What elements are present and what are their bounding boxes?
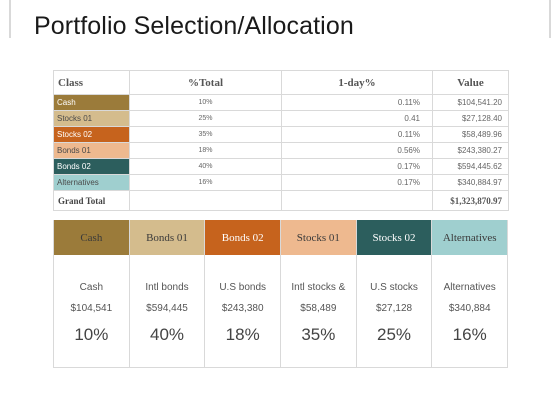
row-pct-total: 40% xyxy=(129,158,282,175)
summary-column-header: Cash xyxy=(54,220,129,255)
summary-asset-percent: 16% xyxy=(452,325,487,344)
summary-column: Bonds 01 Intl bonds $594,445 40% xyxy=(129,220,206,368)
row-pct-total: 35% xyxy=(129,126,282,143)
table-row: Stocks 01 25% 0.41 $27,128.40 xyxy=(53,110,509,127)
row-class-label: Bonds 02 xyxy=(53,158,130,175)
table-row: Bonds 02 40% 0.17% $594,445.62 xyxy=(53,158,509,175)
row-pct-total: 10% xyxy=(129,94,282,111)
summary-column-header: Stocks 02 xyxy=(356,220,432,255)
summary-asset-amount: $27,128 xyxy=(375,303,413,314)
allocation-table: Class %Total 1-day% Value Cash 10% 0.11% $1… xyxy=(53,70,509,211)
row-one-day: 0.17% xyxy=(281,158,433,175)
summary-asset-name: Intl bonds xyxy=(145,282,189,293)
row-one-day: 0.11% xyxy=(281,126,433,143)
grand-total-value: $1,323,870.97 xyxy=(432,190,509,211)
summary-column-header: Bonds 01 xyxy=(129,220,205,255)
row-class-label: Bonds 01 xyxy=(53,142,130,159)
summary-column-header: Alternatives xyxy=(432,220,508,255)
row-value: $27,128.40 xyxy=(432,110,509,127)
right-edge-line xyxy=(549,0,551,38)
header-value: Value xyxy=(432,70,509,95)
summary-column: Stocks 01 Intl stocks & $58,489 35% xyxy=(281,220,357,368)
summary-column-header: Bonds 02 xyxy=(205,220,281,255)
summary-column-body: U.S stocks $27,128 25% xyxy=(357,255,432,367)
summary-asset-percent: 10% xyxy=(74,325,109,344)
grand-total-blank xyxy=(129,190,282,211)
summary-asset-amount: $340,884 xyxy=(448,303,491,314)
left-edge-line xyxy=(9,0,11,38)
row-class-label: Cash xyxy=(53,94,130,111)
summary-column: Bonds 02 U.S bonds $243,380 18% xyxy=(205,220,282,368)
summary-column-body: U.S bonds $243,380 18% xyxy=(205,255,280,367)
row-class-label: Stocks 01 xyxy=(53,110,130,127)
row-one-day: 0.17% xyxy=(281,174,433,191)
row-pct-total: 16% xyxy=(129,174,282,191)
summary-column-body: Cash $104,541 10% xyxy=(54,255,129,367)
summary-column-body: Intl bonds $594,445 40% xyxy=(130,255,205,367)
row-value: $104,541.20 xyxy=(432,94,509,111)
table-header-row: Class %Total 1-day% Value xyxy=(53,70,509,95)
row-class-label: Stocks 02 xyxy=(53,126,130,143)
summary-asset-name: Cash xyxy=(79,282,104,293)
row-pct-total: 25% xyxy=(129,110,282,127)
grand-total-blank xyxy=(281,190,433,211)
grand-total-label: Grand Total xyxy=(53,190,130,211)
summary-column: Alternatives Alternatives $340,884 16% xyxy=(432,220,509,368)
summary-asset-name: Alternatives xyxy=(443,282,496,293)
row-one-day: 0.56% xyxy=(281,142,433,159)
table-body: Cash 10% 0.11% $104,541.20 Stocks 01 25% 0.41 $… xyxy=(53,94,509,211)
row-value: $594,445.62 xyxy=(432,158,509,175)
row-class-label: Alternatives xyxy=(53,174,130,191)
row-one-day: 0.41 xyxy=(281,110,433,127)
summary-asset-percent: 18% xyxy=(225,325,260,344)
summary-asset-amount: $594,445 xyxy=(146,303,188,314)
allocation-summary-panel: Cash Cash $104,541 10% Bonds 01 Intl bonds $59… xyxy=(53,220,509,368)
summary-asset-percent: 35% xyxy=(301,325,336,344)
row-value: $340,884.97 xyxy=(432,174,509,191)
summary-column-header: Stocks 01 xyxy=(281,220,356,255)
header-pct-total: %Total xyxy=(129,70,282,95)
header-one-day: 1-day% xyxy=(281,70,433,95)
summary-asset-amount: $58,489 xyxy=(300,303,337,314)
summary-asset-amount: $104,541 xyxy=(70,303,113,314)
summary-column: Cash Cash $104,541 10% xyxy=(53,220,130,368)
summary-asset-percent: 25% xyxy=(377,325,412,344)
summary-asset-name: U.S bonds xyxy=(219,282,267,293)
summary-asset-amount: $243,380 xyxy=(221,303,264,314)
table-row: Alternatives 16% 0.17% $340,884.97 xyxy=(53,174,509,191)
row-one-day: 0.11% xyxy=(281,94,433,111)
summary-asset-name: U.S stocks xyxy=(370,282,418,293)
summary-column-body: Alternatives $340,884 16% xyxy=(432,255,507,367)
table-row: Bonds 01 18% 0.56% $243,380.27 xyxy=(53,142,509,159)
header-class: Class xyxy=(53,70,130,95)
table-row: Stocks 02 35% 0.11% $58,489.96 xyxy=(53,126,509,143)
summary-asset-percent: 40% xyxy=(149,325,185,344)
row-value: $243,380.27 xyxy=(432,142,509,159)
row-pct-total: 18% xyxy=(129,142,282,159)
grand-total-row: Grand Total $1,323,870.97 xyxy=(53,190,509,211)
table-row: Cash 10% 0.11% $104,541.20 xyxy=(53,94,509,111)
page-title: Portfolio Selection/Allocation xyxy=(34,12,354,40)
summary-asset-name: Intl stocks & xyxy=(291,282,346,293)
summary-column: Stocks 02 U.S stocks $27,128 25% xyxy=(356,220,433,368)
row-value: $58,489.96 xyxy=(432,126,509,143)
summary-column-body: Intl stocks & $58,489 35% xyxy=(281,255,356,367)
